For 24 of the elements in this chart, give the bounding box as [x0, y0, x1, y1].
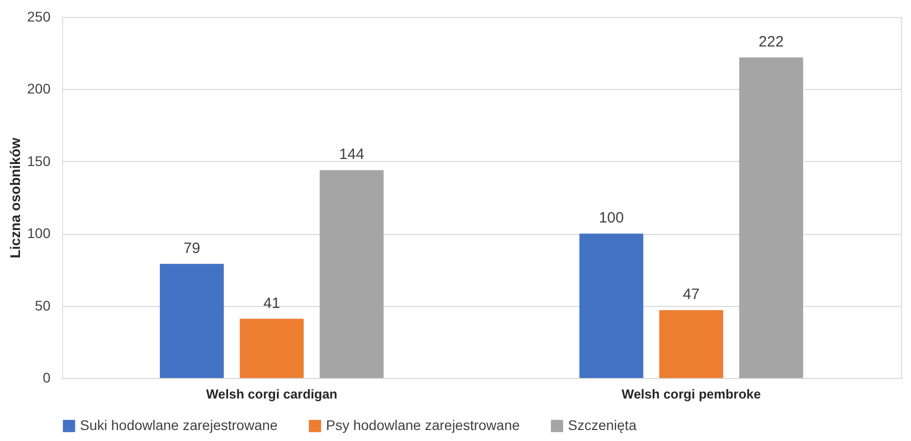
legend-label: Psy hodowlane zarejestrowane — [326, 417, 520, 433]
data-label: 222 — [758, 33, 784, 50]
bar — [240, 318, 304, 378]
bar — [659, 310, 724, 378]
bar — [579, 234, 644, 378]
x-tick-label: Welsh corgi cardigan — [206, 386, 338, 402]
x-tick-label: Welsh corgi pembroke — [622, 386, 761, 402]
y-tick-label: 250 — [27, 8, 51, 24]
legend-label: Suki hodowlane zarejestrowane — [80, 417, 278, 433]
data-label: 100 — [598, 210, 624, 227]
y-tick-label: 200 — [27, 80, 51, 97]
data-label: 79 — [184, 240, 200, 257]
y-tick-label: 50 — [34, 297, 51, 314]
y-tick-label: 150 — [27, 152, 51, 169]
y-tick-label: 0 — [42, 370, 51, 386]
y-tick-label: 100 — [27, 225, 51, 242]
bar — [320, 170, 384, 378]
bar — [739, 57, 804, 378]
bar — [160, 264, 224, 378]
legend-label: Szczenięta — [568, 417, 637, 433]
data-label: 47 — [682, 286, 700, 304]
data-label: 41 — [263, 294, 280, 312]
data-label: 144 — [339, 146, 364, 164]
y-axis-title: Liczna osobników — [7, 138, 24, 258]
